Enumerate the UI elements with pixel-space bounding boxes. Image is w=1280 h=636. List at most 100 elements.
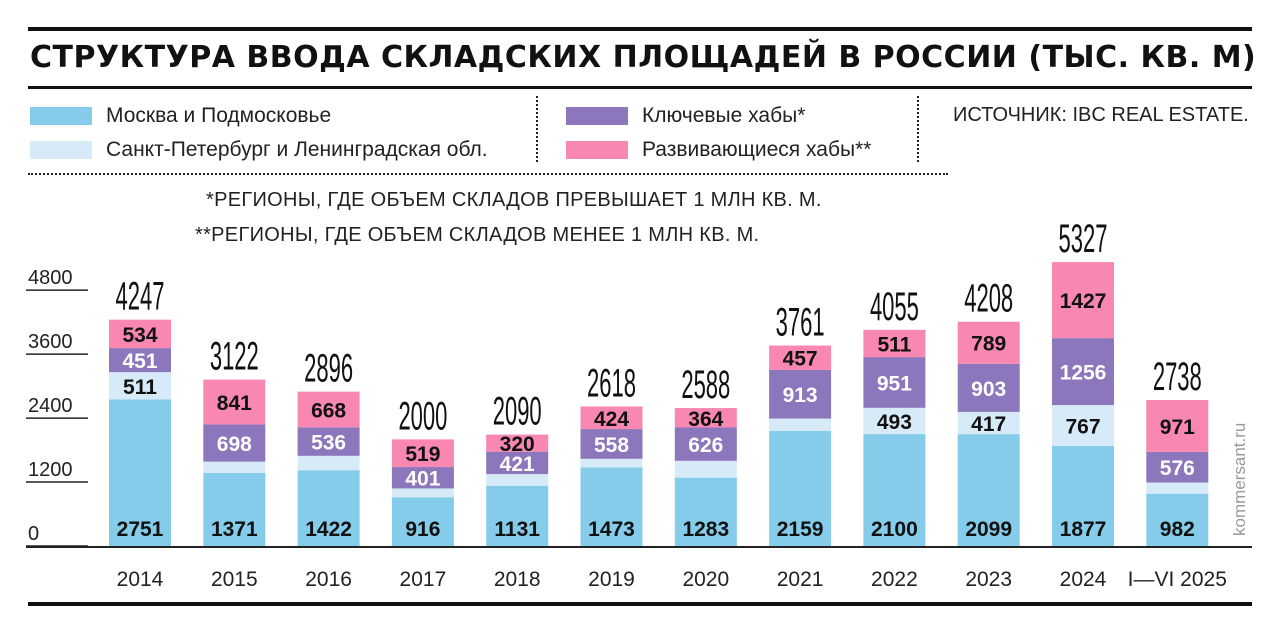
data-label-key_hubs-2014: 451 xyxy=(122,350,157,373)
data-label-key_hubs-I—VI 2025: 576 xyxy=(1160,457,1195,480)
x-tick-label-2019: 2019 xyxy=(588,568,635,591)
bar-key_hubs-2019 xyxy=(580,429,643,459)
legend-key-hubs: Ключевые хабы* xyxy=(566,104,805,128)
bar-developing_hubs-2019 xyxy=(580,406,643,430)
data-label-moscow-I—VI 2025: 982 xyxy=(1160,518,1195,541)
bar-developing_hubs-2015 xyxy=(203,379,266,425)
bar-moscow-2015 xyxy=(203,472,266,546)
bar-key_hubs-2023 xyxy=(957,363,1020,412)
data-label-key_hubs-2023: 903 xyxy=(971,378,1006,401)
legend-divider-1 xyxy=(536,96,538,162)
legend-key-hubs-label: Ключевые хабы* xyxy=(642,104,806,127)
legend-developing-hubs-label: Развивающиеся хабы** xyxy=(642,138,872,161)
bar-key_hubs-I—VI 2025 xyxy=(1146,451,1209,483)
title-rule xyxy=(28,86,1252,89)
bar-moscow-I—VI 2025 xyxy=(1146,493,1209,546)
data-label-developing_hubs-2024: 1427 xyxy=(1060,290,1107,313)
total-label-2015: 3122 xyxy=(210,334,259,379)
watermark: kommersant.ru xyxy=(1230,422,1249,536)
total-label-2021: 3761 xyxy=(776,300,825,345)
total-label-2020: 2588 xyxy=(681,362,730,407)
data-label-key_hubs-2022: 951 xyxy=(877,372,912,395)
x-tick-label-2018: 2018 xyxy=(494,568,541,591)
data-label-moscow-2019: 1473 xyxy=(588,518,635,541)
bar-moscow-2020 xyxy=(674,477,737,546)
x-tick-label-2016: 2016 xyxy=(305,568,352,591)
data-label-moscow-2020: 1283 xyxy=(682,518,729,541)
bar-key_hubs-2018 xyxy=(486,451,549,475)
total-label-2017: 2000 xyxy=(398,393,447,438)
bar-developing_hubs-2021 xyxy=(769,345,832,370)
bar-developing_hubs-2024 xyxy=(1052,262,1114,339)
data-label-moscow-2014: 2751 xyxy=(117,518,164,541)
bar-key_hubs-2022 xyxy=(863,357,926,408)
bar-moscow-2014 xyxy=(109,399,171,546)
data-label-developing_hubs-2014: 534 xyxy=(122,324,157,347)
bar-developing_hubs-2018 xyxy=(486,434,549,452)
bar-moscow-2021 xyxy=(769,430,832,546)
total-label-2019: 2618 xyxy=(587,361,636,406)
data-label-developing_hubs-2016: 668 xyxy=(311,399,346,422)
x-tick-label-I—VI 2025: I—VI 2025 xyxy=(1128,568,1227,591)
data-label-moscow-2022: 2100 xyxy=(871,518,918,541)
data-label-key_hubs-2019: 558 xyxy=(594,434,629,457)
data-label-developing_hubs-2023: 789 xyxy=(971,333,1006,356)
bar-developing_hubs-2020 xyxy=(674,408,737,428)
data-label-moscow-2021: 2159 xyxy=(777,518,824,541)
legend-developing-hubs-swatch xyxy=(566,141,628,159)
data-label-spb-2014: 511 xyxy=(123,376,157,399)
bar-developing_hubs-2014 xyxy=(109,319,171,349)
data-label-spb-2022: 493 xyxy=(877,411,912,434)
total-label-2014: 4247 xyxy=(116,274,165,319)
data-label-key_hubs-2024: 1256 xyxy=(1060,362,1107,385)
legend-moscow-label: Москва и Подмосковье xyxy=(106,104,332,127)
note-key-hubs: *РЕГИОНЫ, ГДЕ ОБЪЕМ СКЛАДОВ ПРЕВЫШАЕТ 1 … xyxy=(206,189,822,211)
bar-key_hubs-2021 xyxy=(769,369,832,419)
bar-moscow-2023 xyxy=(957,434,1020,546)
bar-moscow-2018 xyxy=(486,485,549,546)
data-label-moscow-2023: 2099 xyxy=(965,518,1012,541)
data-label-developing_hubs-2015: 841 xyxy=(217,392,252,415)
data-label-moscow-2015: 1371 xyxy=(211,518,258,541)
total-label-2023: 4208 xyxy=(964,276,1013,321)
data-label-key_hubs-2021: 913 xyxy=(783,384,818,407)
chart-title: СТРУКТУРА ВВОДА СКЛАДСКИХ ПЛОЩАДЕЙ В РОС… xyxy=(30,40,1257,75)
x-tick-label-2021: 2021 xyxy=(777,568,824,591)
bar-key_hubs-2024 xyxy=(1052,338,1114,406)
data-label-key_hubs-2016: 536 xyxy=(311,432,346,455)
x-tick-label-2024: 2024 xyxy=(1060,568,1107,591)
note-developing-hubs: **РЕГИОНЫ, ГДЕ ОБЪЕМ СКЛАДОВ МЕНЕЕ 1 МЛН… xyxy=(195,224,760,246)
data-label-key_hubs-2017: 401 xyxy=(405,468,440,491)
x-tick-label-2023: 2023 xyxy=(965,568,1012,591)
data-label-key_hubs-2015: 698 xyxy=(217,433,252,456)
legend-moscow: Москва и Подмосковье xyxy=(30,104,331,128)
total-label-2016: 2896 xyxy=(304,346,353,391)
legend-spb-swatch xyxy=(30,141,92,159)
y-tick-label-1200: 1200 xyxy=(28,459,73,481)
bar-key_hubs-2016 xyxy=(297,427,360,456)
bar-moscow-2022 xyxy=(863,434,926,546)
y-tick-label-3600: 3600 xyxy=(28,331,73,353)
data-label-developing_hubs-2022: 511 xyxy=(877,333,911,356)
bar-moscow-2019 xyxy=(580,467,643,546)
bar-key_hubs-2015 xyxy=(203,424,266,462)
data-label-moscow-2016: 1422 xyxy=(305,518,352,541)
bar-developing_hubs-I—VI 2025 xyxy=(1146,400,1209,452)
bar-developing_hubs-2022 xyxy=(863,329,926,358)
legend-spb: Санкт-Петербург и Ленинградская обл. xyxy=(30,138,488,162)
y-tick-label-0: 0 xyxy=(28,523,39,545)
bar-developing_hubs-2016 xyxy=(297,391,360,428)
data-label-moscow-2018: 1131 xyxy=(494,518,540,541)
bar-spb-2016 xyxy=(297,455,360,471)
bar-spb-2015 xyxy=(203,461,266,473)
legend-key-hubs-swatch xyxy=(566,107,628,125)
x-tick-label-2014: 2014 xyxy=(117,568,164,591)
x-tick-label-2015: 2015 xyxy=(211,568,258,591)
data-label-developing_hubs-I—VI 2025: 971 xyxy=(1160,416,1195,439)
data-label-moscow-2017: 916 xyxy=(405,518,440,541)
legend-moscow-swatch xyxy=(30,107,92,125)
legend-developing-hubs: Развивающиеся хабы** xyxy=(566,138,871,162)
legend-spb-label: Санкт-Петербург и Ленинградская обл. xyxy=(106,138,488,161)
bar-spb-2023 xyxy=(957,411,1020,435)
